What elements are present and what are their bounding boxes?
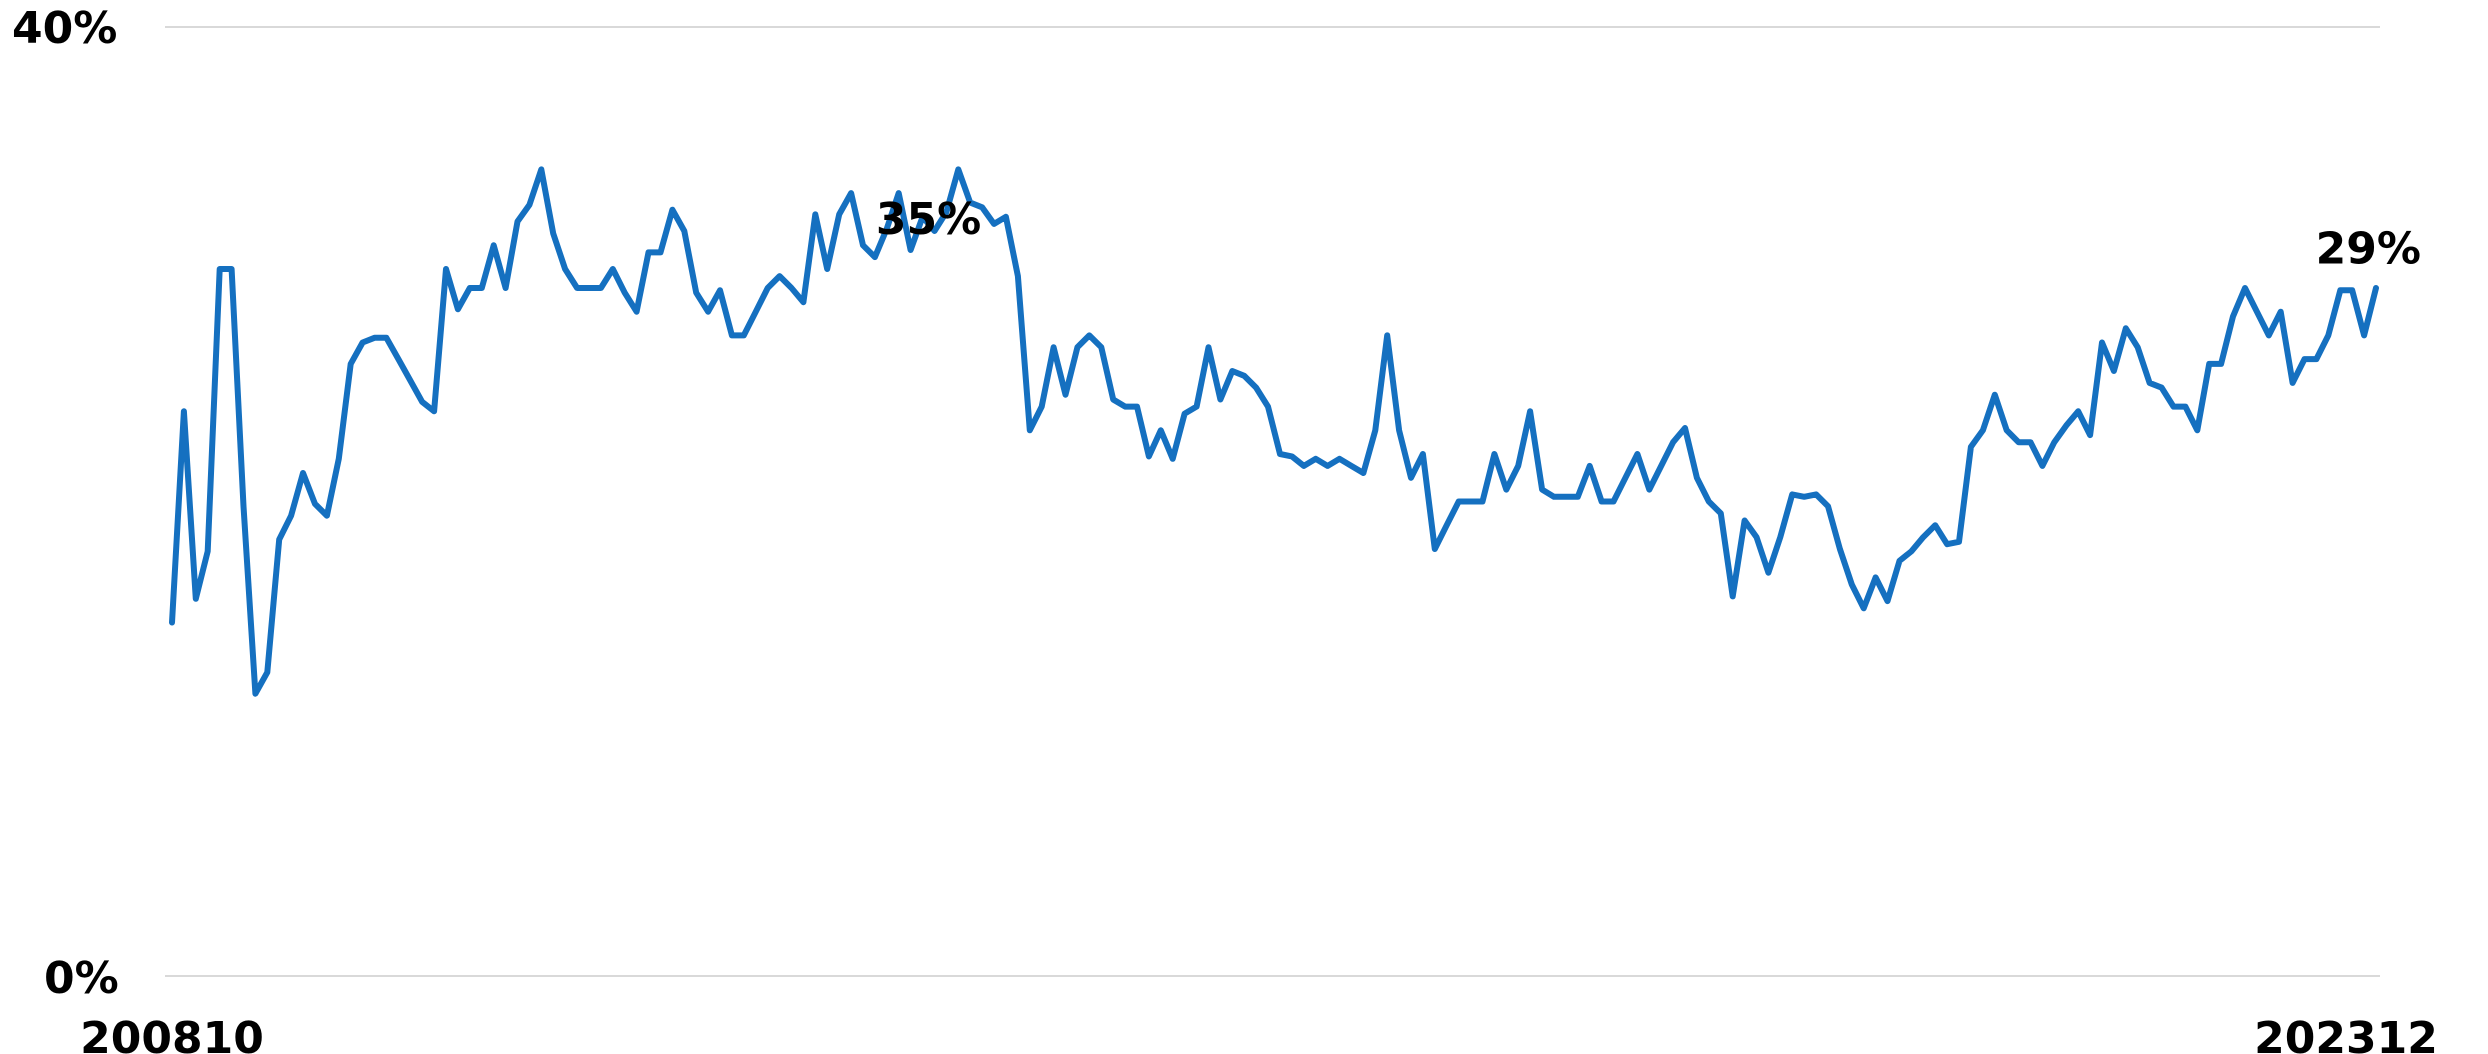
- x-start-label: 200810: [80, 1013, 264, 1054]
- x-end-label: 202312: [2254, 1013, 2438, 1054]
- y-tick-label-40: 40%: [12, 3, 117, 54]
- peak-data-label: 35%: [876, 194, 981, 245]
- end-data-label: 29%: [2316, 223, 2421, 274]
- y-tick-label-0: 0%: [44, 953, 119, 1004]
- series-line: [169, 166, 2379, 697]
